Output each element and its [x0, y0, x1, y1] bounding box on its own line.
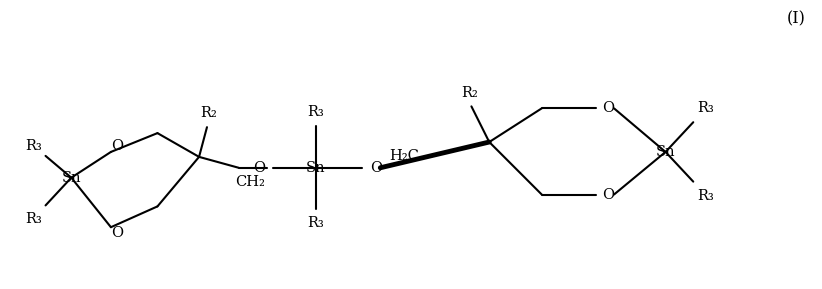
Text: CH₂: CH₂ — [236, 175, 266, 189]
Text: R₃: R₃ — [697, 101, 713, 115]
Text: Sn: Sn — [656, 145, 676, 159]
Text: R₃: R₃ — [307, 216, 325, 230]
Text: O: O — [370, 161, 382, 175]
Text: R₂: R₂ — [201, 106, 217, 120]
Text: R₂: R₂ — [461, 86, 478, 99]
Text: H₂C: H₂C — [389, 149, 419, 163]
Text: O: O — [602, 188, 614, 201]
Text: R₃: R₃ — [25, 212, 42, 226]
Text: O: O — [111, 139, 123, 153]
Text: O: O — [111, 226, 123, 240]
Text: R₃: R₃ — [697, 188, 713, 203]
Text: (I): (I) — [787, 11, 806, 28]
Text: Sn: Sn — [62, 171, 81, 185]
Text: R₃: R₃ — [25, 139, 42, 153]
Text: R₃: R₃ — [307, 105, 325, 119]
Text: O: O — [602, 101, 614, 115]
Text: O: O — [253, 161, 266, 175]
Text: Sn: Sn — [306, 161, 326, 175]
